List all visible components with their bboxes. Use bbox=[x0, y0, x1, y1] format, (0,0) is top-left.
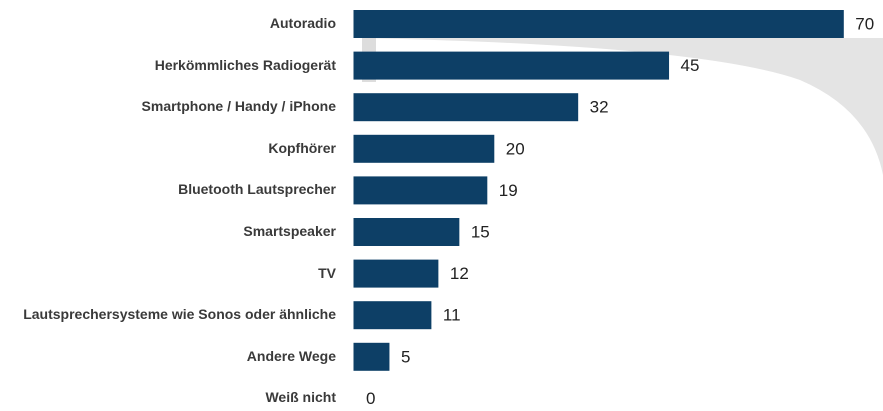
category-label: Kopfhörer bbox=[268, 139, 336, 156]
category-label: Lautsprechersysteme wie Sonos oder ähnli… bbox=[23, 306, 336, 323]
category-label-row: Smartphone / Handy / iPhone bbox=[0, 98, 336, 116]
category-label-row: Smartspeaker bbox=[0, 223, 336, 241]
category-label: Smartphone / Handy / iPhone bbox=[141, 98, 336, 115]
value-label: 70 bbox=[855, 14, 874, 33]
bar bbox=[353, 342, 390, 371]
bar bbox=[353, 10, 844, 38]
bar bbox=[353, 93, 579, 122]
value-label: 5 bbox=[401, 347, 410, 366]
bar bbox=[353, 51, 670, 80]
category-label-row: Autoradio bbox=[0, 15, 336, 33]
value-label: 20 bbox=[506, 139, 525, 158]
bar bbox=[353, 176, 488, 205]
category-label: TV bbox=[318, 264, 336, 281]
category-label: Smartspeaker bbox=[243, 223, 336, 239]
bar bbox=[353, 134, 495, 163]
bar bbox=[353, 259, 439, 288]
category-label-row: Lautsprechersysteme wie Sonos oder ähnli… bbox=[0, 306, 336, 324]
value-label: 12 bbox=[450, 264, 469, 283]
category-label-row: Andere Wege bbox=[0, 348, 336, 366]
category-label-row: Kopfhörer bbox=[0, 140, 336, 158]
value-label: 11 bbox=[443, 306, 461, 325]
category-label-row: Herkömmliches Radiogerät bbox=[0, 57, 336, 75]
bar bbox=[353, 218, 460, 246]
background-swoosh bbox=[360, 0, 883, 175]
category-label: Andere Wege bbox=[246, 347, 336, 364]
value-label: 19 bbox=[499, 181, 518, 200]
category-label: Weiß nicht bbox=[265, 389, 336, 406]
value-label: 32 bbox=[590, 98, 609, 117]
value-label: 0 bbox=[366, 389, 375, 408]
category-label-row: Bluetooth Lautsprecher bbox=[0, 181, 336, 199]
category-label-row: Weiß nicht bbox=[0, 389, 336, 407]
value-label: 45 bbox=[681, 56, 700, 75]
value-label: 15 bbox=[471, 222, 490, 241]
category-label: Herkömmliches Radiogerät bbox=[154, 56, 336, 73]
bar bbox=[353, 301, 432, 330]
category-label: Autoradio bbox=[269, 15, 336, 31]
category-label-row: TV bbox=[0, 265, 336, 283]
category-label: Bluetooth Lautsprecher bbox=[178, 181, 336, 198]
